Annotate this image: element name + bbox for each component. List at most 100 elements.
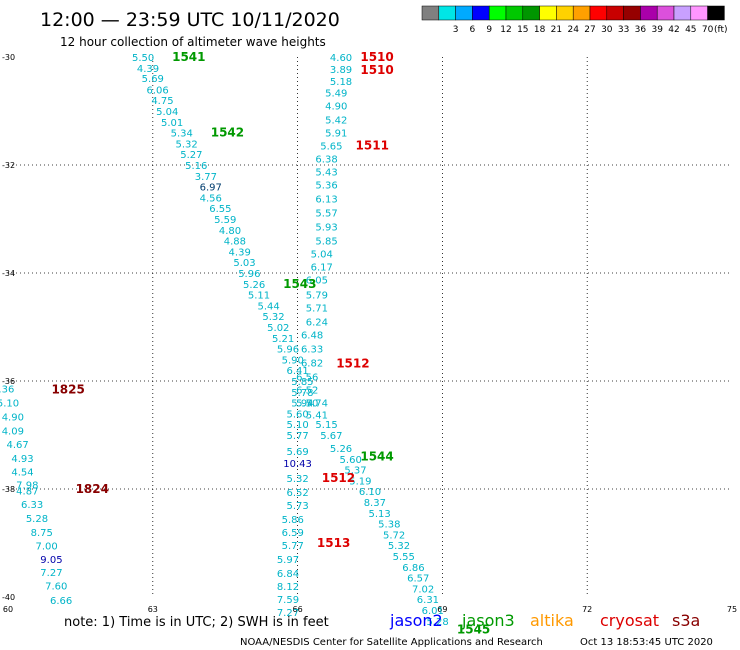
swh-value-label: 4.54 [11,468,33,479]
pass-time-label: 1513 [317,536,350,550]
swh-value-label: 5.57 [315,209,337,220]
swh-value-label: 5.32 [262,312,284,323]
swh-value-label: 5.21 [272,334,294,345]
swh-value-label: 8.12 [277,582,299,593]
pass-time-label: 1510 [360,50,393,64]
scale-swatch [539,5,557,21]
swh-value-label: 5.10 [286,420,308,431]
swh-value-label: 5.28 [26,514,48,525]
swh-value-label: 4.67 [7,440,29,451]
swh-value-label: 5.15 [315,420,337,431]
x-tick-label: 75 [727,605,737,614]
swh-value-label: 10.43 [283,459,312,470]
pass-time-label: 1543 [283,277,316,291]
swh-value-label: 7.00 [35,542,57,553]
wave-height-values: 5.36 5.10 4.90 4.09 4.67 4.93 4.54 7.984.87 6.33… [0,53,449,628]
pass-time-label: 1511 [356,139,389,153]
footnote: note: 1) Time is in UTC; 2) SWH is in fe… [64,615,329,630]
scale-tick-label: 42 [668,25,679,35]
footer-timestamp: Oct 13 18:53:45 UTC 2020 [580,637,713,648]
swh-value-label: 5.71 [306,304,328,315]
swh-value-label: 5.50 [132,53,154,64]
swh-value-label: 5.36 [315,180,337,191]
satellite-legend-s3a: s3a [672,611,700,630]
swh-value-label: 5.90 [282,355,304,366]
scale-tick-label: 18 [534,25,546,35]
swh-value-label: 5.43 [315,167,337,178]
scale-swatch [421,5,440,21]
swh-value-label: 4.88 [224,237,246,248]
grid-lines [8,57,732,597]
pass-time-label: 1542 [211,126,244,140]
swh-value-label: 5.41 [306,410,328,421]
y-tick-label: -30 [2,53,15,62]
swh-value-label: 6.57 [407,574,429,585]
swh-value-label: 5.59 [214,215,236,226]
scale-swatch [522,5,540,21]
swh-value-label: 5.97 [277,555,299,566]
y-tick-label: -34 [2,269,15,278]
scale-swatch [589,5,608,21]
swh-value-label: 6.33 [301,345,323,356]
swh-value-label: 5.49 [325,89,347,100]
scale-tick-label: 36 [635,25,647,35]
swh-value-label: 6.33 [21,500,43,511]
swh-value-label: 5.96 [238,269,260,280]
swh-value-label: 4.60 [330,53,352,64]
swh-value-label: 5.86 [282,515,304,526]
swh-value-label: 6.97 [200,183,222,194]
swh-value-label: 4.87 [16,487,38,498]
swh-value-label: 5.69 [142,74,164,85]
scale-swatch [455,5,473,21]
swh-value-label: 5.93 [315,223,337,234]
scale-swatch [606,5,624,21]
y-tick-label: -36 [2,377,15,386]
swh-value-label: 6.24 [306,318,328,329]
y-tick-label: -38 [2,485,15,494]
swh-value-label: 6.13 [315,194,337,205]
swh-value-label: 4.90 [325,102,347,113]
scale-tick-label: 45 [685,25,696,35]
satellite-legend: jason2 jason3 altika cryosat s3a [389,611,700,630]
swh-value-label: 5.18 [330,77,352,88]
scale-tick-label: 21 [551,25,562,35]
scale-tick-label: 15 [517,25,528,35]
swh-value-label: 6.82 [301,359,323,370]
swh-value-label: 5.13 [369,509,391,520]
scale-tick-label: 12 [500,25,511,35]
swh-value-label: 6.38 [315,155,337,166]
scale-swatch [472,5,490,21]
swh-value-label: 5.74 [306,399,328,410]
pass-time-label: 1824 [76,482,109,496]
swh-value-label: 3.89 [330,65,352,76]
swh-value-label: 6.56 [296,373,318,384]
x-tick-label: 63 [148,605,158,614]
swh-value-label: 6.52 [296,386,318,397]
swh-value-label: 6.55 [209,204,231,215]
scale-tick-label: 39 [651,25,663,35]
scale-tick-label: 70 [702,25,714,35]
scale-swatch [488,5,507,21]
swh-value-label: 5.10 [0,399,19,410]
x-tick-label: 69 [437,605,447,614]
pass-time-label: 1512 [336,357,369,371]
swh-value-label: 5.79 [306,291,328,302]
swh-value-label: 7.60 [45,582,67,593]
scale-swatch [640,5,658,21]
scale-swatch [707,5,725,21]
y-tick-label: -40 [2,593,15,602]
swh-value-label: 5.96 [277,345,299,356]
swh-value-label: 4.75 [151,96,173,107]
swh-value-label: 5.38 [378,520,400,531]
swh-value-label: 6.10 [359,487,381,498]
swh-value-label: 5.26 [243,280,265,291]
swh-value-label: 5.26 [330,444,352,455]
satellite-legend-jason2: jason2 [389,611,443,630]
swh-value-label: 5.78 [291,388,313,399]
swh-value-label: 6.66 [50,596,72,607]
swh-value-label: 5.44 [258,301,280,312]
swh-value-label: 7.98 [16,481,38,492]
swh-value-label: 5.37 [344,466,366,477]
swh-value-label: 5.91 [325,129,347,140]
